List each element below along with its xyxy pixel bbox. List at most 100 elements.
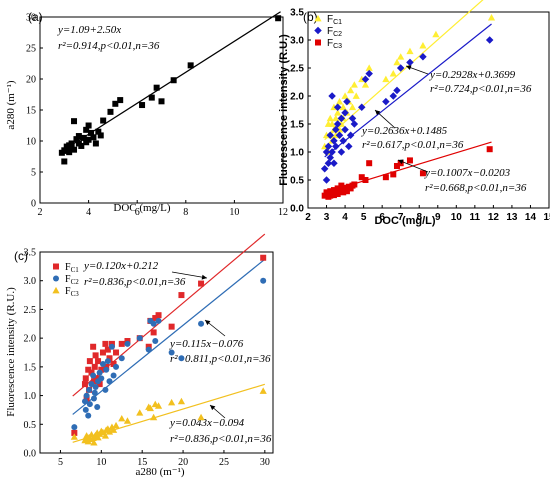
y-tick-label-1-1: 0.5 (290, 176, 304, 187)
point-1-2-14 (334, 185, 341, 192)
point-0-0-26 (107, 108, 114, 115)
point-1-1-28 (365, 69, 373, 78)
point-2-1-29 (150, 320, 157, 327)
equation-fc2-b-line2: r²=0.617,p<0.01,n=36 (362, 139, 464, 151)
point-1-1-32 (396, 64, 405, 72)
point-1-0-29 (389, 70, 397, 77)
point-1-0-32 (406, 47, 414, 55)
point-2-1-20 (106, 378, 113, 385)
point-0-0-19 (85, 122, 92, 129)
point-2-0-7 (88, 369, 95, 376)
point-2-1-5 (86, 386, 93, 393)
point-1-1-10 (330, 159, 338, 167)
point-2-0-20 (106, 355, 113, 362)
point-2-2-26 (136, 409, 144, 416)
legend-label-1-0: FC1 (327, 14, 342, 26)
point-1-1-6 (326, 131, 334, 139)
point-1-0-14 (335, 98, 344, 105)
y-tick-label-0-3: 15 (26, 106, 36, 117)
point-2-1-33 (178, 355, 185, 362)
point-2-0-30 (152, 315, 159, 322)
point-1-0-27 (365, 64, 373, 71)
x-tick-label-1-6: 8 (416, 212, 422, 223)
point-2-0-22 (110, 360, 117, 367)
point-1-0-12 (334, 109, 342, 116)
point-1-1-34 (419, 53, 427, 61)
x-tick-label-2-3: 20 (178, 457, 188, 468)
x-tick-label-1-13: 15 (543, 212, 550, 223)
y-axis-label-a: a280 (m⁻¹) (5, 80, 17, 129)
point-1-0-23 (350, 81, 358, 88)
point-1-2-29 (382, 174, 389, 181)
point-2-1-23 (113, 363, 120, 370)
point-0-0-6 (66, 149, 73, 156)
panel-label-a: (a) (28, 10, 43, 24)
point-2-1-1 (81, 398, 88, 405)
point-1-0-5 (326, 114, 334, 122)
plot-frame-2 (39, 251, 274, 454)
point-0-0-13 (75, 133, 82, 140)
point-1-1-19 (341, 125, 349, 134)
x-tick-label-0-0: 2 (38, 207, 43, 218)
y-tick-label-0-6: 30 (26, 13, 36, 24)
y-tick-label-1-6: 3.0 (290, 36, 304, 47)
point-2-0-19 (104, 346, 111, 353)
point-0-0-22 (92, 140, 99, 147)
point-1-2-28 (366, 160, 373, 167)
point-1-1-26 (358, 103, 366, 111)
x-tick-label-0-1: 4 (86, 207, 91, 218)
point-0-0-1 (61, 158, 68, 165)
y-tick-label-2-3: 1.5 (24, 362, 37, 373)
point-1-1-17 (337, 148, 346, 156)
point-0-0-18 (85, 136, 92, 143)
y-tick-label-0-0: 0 (31, 199, 36, 210)
point-2-0-17 (102, 340, 109, 347)
point-1-1-13 (333, 120, 342, 128)
point-2-1-3 (83, 392, 90, 399)
x-tick-label-1-3: 5 (361, 212, 367, 223)
point-2-2-13 (94, 433, 102, 441)
point-2-0-8 (90, 343, 97, 350)
legend-label-2-2: FC3 (65, 286, 79, 298)
equation-a-line1: y=1.09+2.50x (57, 24, 121, 36)
point-0-0-28 (117, 97, 124, 104)
y-tick-label-1-4: 2.0 (290, 92, 304, 103)
point-0-0-29 (139, 102, 146, 109)
legend-marker-2-1 (53, 275, 59, 282)
point-1-1-8 (328, 92, 336, 100)
point-1-1-23 (346, 131, 355, 139)
point-2-2-31 (154, 402, 163, 409)
point-2-1-24 (118, 355, 125, 362)
legend-label-2-1: FC2 (65, 274, 79, 286)
point-1-2-30 (390, 171, 397, 178)
equation-fc3-c-line2: r²=0.836,p<0.01,n=36 (170, 433, 272, 445)
point-1-0-26 (361, 81, 370, 88)
point-2-1-31 (155, 317, 162, 324)
point-2-2-25 (123, 417, 132, 424)
x-tick-label-2-1: 10 (96, 457, 106, 468)
point-1-2-17 (338, 182, 345, 189)
point-0-0-9 (71, 118, 78, 125)
point-2-1-8 (90, 372, 97, 379)
point-2-1-11 (92, 383, 99, 390)
point-1-0-7 (328, 120, 336, 127)
point-1-1-35 (485, 36, 494, 44)
point-1-2-21 (343, 188, 350, 195)
point-0-0-34 (187, 62, 194, 69)
y-tick-label-2-2: 1.0 (24, 391, 37, 402)
equation-fc1-b-line2: r²=0.724,p<0.01,n=36 (430, 83, 532, 95)
point-2-2-9 (90, 439, 98, 446)
equation-fc3-b-line2: r²=0.668,p<0.01,n=36 (425, 182, 527, 194)
point-2-2-17 (101, 432, 110, 439)
y-tick-label-1-3: 1.5 (290, 120, 304, 131)
equation-fc2-b-line1: y=0.2636x+0.1485 (361, 125, 448, 137)
point-1-1-12 (332, 142, 340, 151)
point-2-0-24 (118, 340, 125, 347)
x-tick-label-0-4: 10 (229, 207, 239, 218)
point-2-1-34 (198, 320, 205, 327)
point-0-0-24 (97, 132, 104, 139)
point-2-0-16 (99, 349, 106, 356)
point-0-0-11 (73, 136, 80, 143)
point-1-0-21 (347, 86, 355, 94)
point-2-1-30 (152, 338, 159, 345)
